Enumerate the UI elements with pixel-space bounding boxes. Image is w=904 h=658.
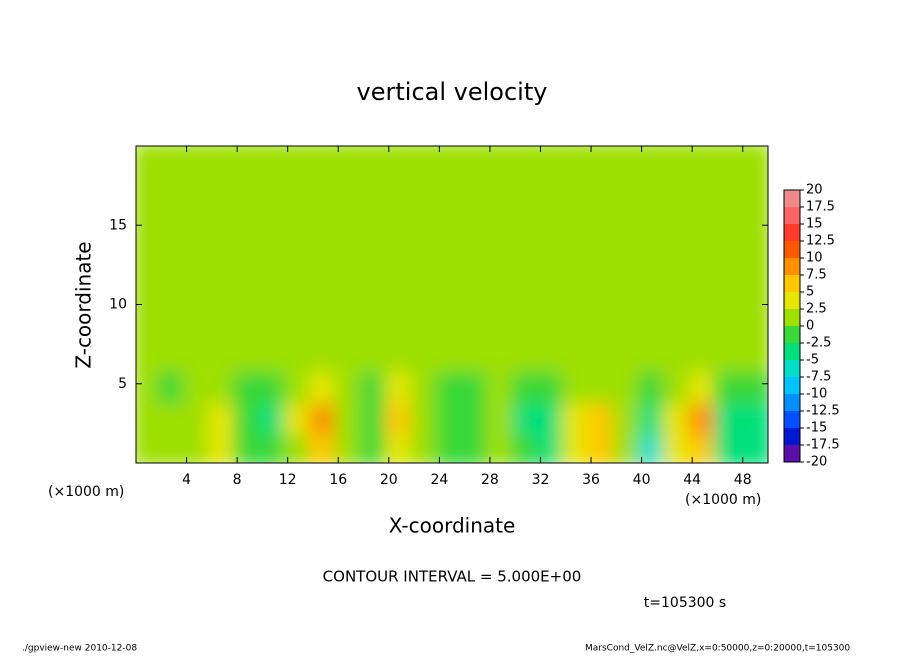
colorbar-cell (784, 411, 800, 428)
time-label: t=105300 s (644, 595, 726, 611)
x-tick-label: 20 (380, 472, 398, 488)
colorbar-label: -17.5 (806, 438, 840, 453)
heat-cell (738, 146, 768, 182)
colorbar-label: 12.5 (806, 234, 835, 249)
colorbar-label: 5 (806, 285, 814, 300)
colorbar-cell (784, 292, 800, 309)
colorbar-label: 10 (806, 251, 823, 266)
y-tick-label: 10 (109, 297, 127, 313)
colorbar-cell (784, 360, 800, 377)
x-unit-label: (×1000 m) (685, 492, 761, 508)
y-tick-label: 15 (109, 217, 127, 233)
x-unit-label: (×1000 m) (48, 484, 124, 500)
footer-right: MarsCond_VelZ.nc@VelZ,x=0:50000,z=0:2000… (585, 644, 850, 654)
x-tick-label: 32 (532, 472, 550, 488)
colorbar-label: -10 (806, 387, 827, 402)
colorbar-cell (784, 326, 800, 343)
colorbar-label: -7.5 (806, 370, 831, 385)
colorbar-label: -5 (806, 353, 819, 368)
colorbar-label: 20 (806, 183, 823, 198)
colorbar-cell (784, 258, 800, 275)
colorbar-cell (784, 394, 800, 411)
colorbar-cell (784, 241, 800, 258)
chart-title: vertical velocity (357, 78, 548, 106)
colorbar-label: 15 (806, 217, 823, 232)
colorbar-cell (784, 309, 800, 326)
footer-left: ./gpview-new 2010-12-08 (22, 644, 137, 654)
colorbar-cell (784, 190, 800, 207)
colorbar-cell (784, 377, 800, 394)
colorbar-cell (784, 445, 800, 462)
x-tick-label: 44 (683, 472, 701, 488)
colorbar-cell (784, 224, 800, 241)
x-tick-label: 16 (329, 472, 347, 488)
contour-interval: CONTOUR INTERVAL = 5.000E+00 (323, 568, 582, 586)
colorbar-cell (784, 207, 800, 224)
cells (136, 146, 768, 463)
x-tick-label: 4 (182, 472, 191, 488)
colorbar-label: -20 (806, 455, 827, 470)
colorbar-cell (784, 428, 800, 445)
x-tick-label: 12 (279, 472, 297, 488)
colorbar-cell (784, 275, 800, 292)
x-tick-label: 8 (233, 472, 242, 488)
colorbar-cell (784, 343, 800, 360)
colorbar-label: -12.5 (806, 404, 840, 419)
colorbar-label: 0 (806, 319, 814, 334)
x-tick-label: 48 (734, 472, 752, 488)
x-tick-label: 36 (582, 472, 600, 488)
colorbar-label: -2.5 (806, 336, 831, 351)
colorbar-label: 17.5 (806, 200, 835, 215)
colorbar-label: -15 (806, 421, 827, 436)
x-axis-label: X-coordinate (389, 514, 516, 538)
x-tick-label: 40 (633, 472, 651, 488)
y-tick-label: 5 (118, 376, 127, 392)
field (136, 146, 768, 463)
x-tick-label: 28 (481, 472, 499, 488)
colorbar-label: 7.5 (806, 268, 827, 283)
colorbar-label: 2.5 (806, 302, 827, 317)
y-axis-label: Z-coordinate (72, 241, 96, 368)
x-tick-label: 24 (430, 472, 448, 488)
